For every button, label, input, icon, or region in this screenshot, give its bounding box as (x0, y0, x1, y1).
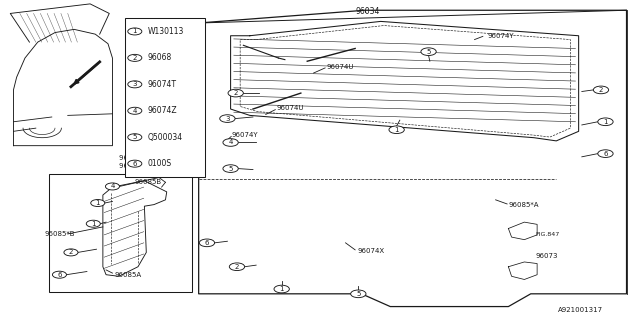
Text: 6: 6 (604, 151, 608, 156)
Circle shape (223, 165, 238, 172)
Text: 3: 3 (132, 81, 137, 87)
Text: FIG.847: FIG.847 (536, 232, 560, 237)
Circle shape (128, 160, 142, 167)
Text: W130113: W130113 (148, 27, 184, 36)
Bar (49, 174, 192, 292)
Text: 5: 5 (132, 134, 137, 140)
Circle shape (199, 239, 214, 247)
Text: 2: 2 (234, 90, 238, 96)
Text: 96074U: 96074U (326, 64, 354, 70)
Text: 96074Y: 96074Y (232, 132, 259, 138)
Circle shape (106, 183, 120, 190)
Text: 96034: 96034 (355, 7, 380, 16)
Text: 96074U: 96074U (276, 105, 304, 111)
Circle shape (86, 220, 100, 227)
Text: 2: 2 (132, 55, 137, 61)
Circle shape (229, 263, 244, 270)
Text: 6: 6 (132, 161, 137, 167)
Circle shape (274, 285, 289, 293)
Text: 6: 6 (205, 240, 209, 246)
Text: 96074Y: 96074Y (487, 33, 514, 39)
Circle shape (421, 48, 436, 55)
Text: 4: 4 (132, 108, 137, 114)
Circle shape (351, 290, 366, 298)
Circle shape (598, 150, 613, 157)
Text: 3: 3 (225, 116, 230, 122)
Text: 96034B <LH>: 96034B <LH> (119, 163, 169, 169)
Text: 1: 1 (604, 119, 608, 125)
Circle shape (64, 249, 78, 256)
Circle shape (52, 271, 67, 278)
Circle shape (223, 139, 238, 146)
Circle shape (593, 86, 609, 94)
Bar (125, 18, 205, 177)
Text: 2: 2 (599, 87, 603, 93)
Text: 96074X: 96074X (357, 248, 384, 254)
Circle shape (91, 199, 105, 206)
Text: 1: 1 (132, 28, 137, 35)
Circle shape (220, 115, 235, 123)
Text: 1: 1 (91, 221, 95, 227)
Circle shape (128, 81, 142, 88)
Text: 4: 4 (110, 183, 115, 189)
Circle shape (128, 107, 142, 114)
Text: 4: 4 (228, 140, 233, 146)
Text: 1: 1 (280, 286, 284, 292)
Text: 96074Z: 96074Z (148, 106, 177, 115)
Circle shape (128, 28, 142, 35)
Text: Q500034: Q500034 (148, 133, 182, 142)
Text: 96073: 96073 (536, 253, 558, 259)
Text: 1: 1 (394, 127, 399, 133)
Text: 96085*A: 96085*A (508, 202, 539, 208)
Circle shape (128, 134, 142, 141)
Circle shape (128, 54, 142, 61)
Text: 96085B: 96085B (135, 179, 162, 185)
Text: 1: 1 (95, 200, 100, 206)
Text: 5: 5 (356, 291, 360, 297)
Circle shape (389, 126, 404, 133)
Text: 2: 2 (68, 249, 73, 255)
Circle shape (598, 118, 613, 125)
Text: 6: 6 (57, 272, 61, 278)
Text: 2: 2 (235, 264, 239, 270)
Text: 5: 5 (426, 49, 431, 55)
Text: 0100S: 0100S (148, 159, 172, 168)
Text: A921001317: A921001317 (557, 307, 603, 313)
Text: 5: 5 (228, 166, 233, 172)
Text: 96085A: 96085A (115, 272, 141, 278)
Text: 96068: 96068 (148, 53, 172, 62)
Circle shape (228, 89, 243, 97)
Text: 96034A <RH>: 96034A <RH> (119, 155, 170, 161)
Text: 96085*B: 96085*B (44, 231, 75, 237)
Text: 96074T: 96074T (148, 80, 177, 89)
